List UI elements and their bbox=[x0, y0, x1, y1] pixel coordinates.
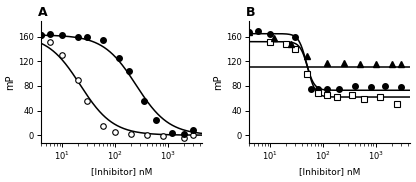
Y-axis label: mP: mP bbox=[5, 74, 15, 90]
Text: A: A bbox=[38, 6, 47, 19]
Y-axis label: mP: mP bbox=[213, 74, 223, 90]
X-axis label: [Inhibitor] nM: [Inhibitor] nM bbox=[299, 167, 361, 176]
Text: B: B bbox=[246, 6, 255, 19]
X-axis label: [Inhibitor] nM: [Inhibitor] nM bbox=[91, 167, 153, 176]
